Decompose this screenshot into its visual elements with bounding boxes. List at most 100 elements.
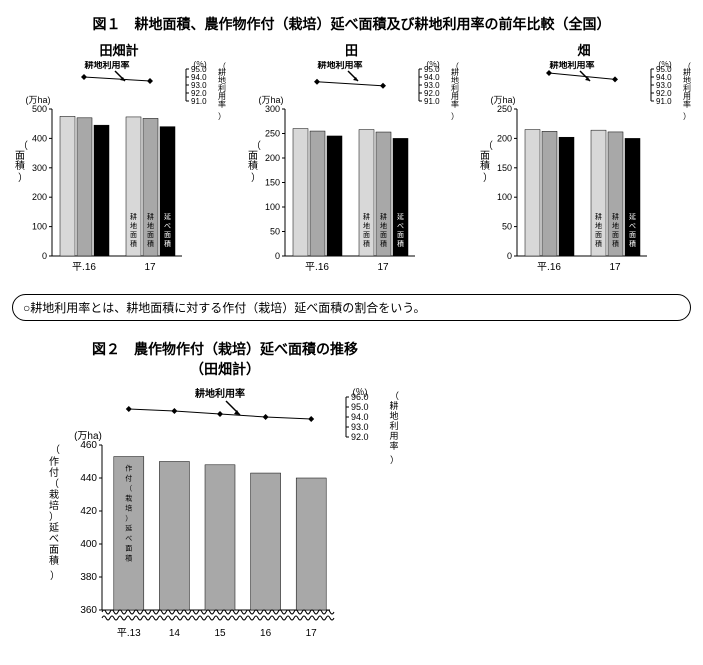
svg-text:（: （ — [483, 140, 493, 152]
svg-text:92.0: 92.0 — [351, 432, 369, 442]
svg-text:200: 200 — [264, 153, 279, 163]
svg-text:16: 16 — [260, 628, 272, 639]
svg-text:積: 積 — [248, 159, 258, 172]
svg-text:耕: 耕 — [130, 212, 137, 221]
svg-text:(％): (％) — [353, 387, 368, 397]
svg-text:14: 14 — [169, 628, 181, 639]
svg-text:（: （ — [683, 62, 691, 71]
chart-hata: 050100150200250(万ha)面積（）91.092.093.094.0… — [475, 61, 693, 286]
fig1-note: ○耕地利用率とは、耕地面積に対する作付（栽培）延べ面積の割合をいう。 — [12, 294, 691, 321]
svg-text:93.0: 93.0 — [656, 81, 672, 90]
svg-text:91.0: 91.0 — [191, 97, 207, 106]
svg-text:（: （ — [251, 140, 261, 152]
svg-text:積: 積 — [380, 239, 387, 248]
svg-text:17: 17 — [377, 262, 389, 273]
svg-text:積: 積 — [147, 239, 154, 248]
svg-text:91.0: 91.0 — [424, 97, 440, 106]
svg-text:作: 作 — [125, 464, 132, 473]
svg-text:100: 100 — [264, 202, 279, 212]
chart-ta: 050100150200250300(万ha)面積（）91.092.093.09… — [243, 61, 461, 286]
svg-text:積: 積 — [164, 239, 171, 248]
svg-text:面: 面 — [49, 545, 59, 556]
svg-text:93.0: 93.0 — [191, 81, 207, 90]
svg-text:べ: べ — [125, 535, 132, 543]
svg-text:地: 地 — [595, 221, 602, 230]
svg-text:）: ） — [683, 112, 691, 121]
svg-text:150: 150 — [264, 178, 279, 188]
svg-text:）: ） — [483, 172, 493, 184]
svg-text:積: 積 — [480, 159, 490, 172]
svg-text:94.0: 94.0 — [424, 73, 440, 82]
panel-hata: 畑 050100150200250(万ha)面積（）91.092.093.094… — [475, 40, 693, 286]
svg-text:べ: べ — [49, 534, 59, 545]
panel-ta: 田 050100150200250300(万ha)面積（）91.092.093.… — [243, 40, 461, 286]
svg-text:延: 延 — [49, 522, 59, 534]
svg-text:(％): (％) — [426, 61, 440, 69]
svg-text:（: （ — [451, 62, 459, 71]
svg-text:(％): (％) — [658, 61, 672, 69]
svg-text:）: ） — [125, 515, 132, 523]
svg-text:平.13: 平.13 — [117, 628, 141, 639]
svg-text:率: 率 — [451, 99, 459, 109]
svg-text:91.0: 91.0 — [656, 97, 672, 106]
svg-text:延: 延 — [397, 212, 404, 221]
svg-text:延: 延 — [164, 212, 171, 221]
svg-text:15: 15 — [214, 628, 226, 639]
svg-text:地: 地 — [363, 221, 370, 230]
svg-text:92.0: 92.0 — [656, 89, 672, 98]
svg-text:440: 440 — [80, 473, 97, 484]
svg-text:92.0: 92.0 — [424, 89, 440, 98]
svg-text:耕地利用率: 耕地利用率 — [549, 61, 594, 70]
svg-text:べ: べ — [397, 222, 404, 230]
svg-text:耕地利用率: 耕地利用率 — [84, 61, 129, 70]
svg-text:延: 延 — [125, 524, 132, 533]
fig2-title: 図２ 農作物作付（栽培）延べ面積の推移 （田畑計） — [40, 339, 410, 379]
svg-text:地: 地 — [147, 221, 154, 230]
svg-text:(万ha): (万ha) — [258, 95, 283, 105]
svg-text:）: ） — [218, 112, 226, 121]
svg-text:（: （ — [125, 485, 132, 493]
svg-text:420: 420 — [80, 506, 97, 517]
svg-text:0: 0 — [507, 251, 512, 261]
svg-text:面: 面 — [363, 231, 370, 239]
svg-text:積: 積 — [363, 239, 370, 248]
svg-text:積: 積 — [130, 239, 137, 248]
svg-text:耕: 耕 — [389, 400, 398, 411]
svg-text:300: 300 — [264, 104, 279, 114]
svg-text:地: 地 — [612, 221, 619, 230]
svg-text:93.0: 93.0 — [424, 81, 440, 90]
svg-text:培: 培 — [125, 504, 132, 513]
svg-text:耕: 耕 — [363, 212, 370, 221]
svg-text:平.16: 平.16 — [537, 262, 561, 273]
svg-text:50: 50 — [269, 227, 279, 237]
svg-text:200: 200 — [32, 192, 47, 202]
svg-text:利: 利 — [389, 420, 398, 431]
svg-text:耕地利用率: 耕地利用率 — [195, 387, 245, 400]
svg-text:（: （ — [390, 391, 399, 401]
svg-text:付: 付 — [125, 474, 132, 483]
svg-text:栽: 栽 — [49, 488, 59, 501]
svg-text:積: 積 — [612, 239, 619, 248]
fig1-panels: 田畑計 0100200300400500(万ha)面積（）91.092.093.… — [10, 40, 693, 286]
panel-ta-title: 田 — [243, 40, 461, 59]
svg-text:0: 0 — [42, 251, 47, 261]
svg-text:率: 率 — [683, 99, 691, 109]
svg-text:93.0: 93.0 — [351, 422, 369, 432]
svg-text:耕: 耕 — [147, 212, 154, 221]
panel-hata-title: 畑 — [475, 40, 693, 59]
svg-text:94.0: 94.0 — [191, 73, 207, 82]
svg-text:延: 延 — [629, 212, 636, 221]
svg-text:率: 率 — [218, 99, 226, 109]
svg-text:平.16: 平.16 — [305, 262, 329, 273]
svg-text:200: 200 — [497, 133, 512, 143]
svg-text:面: 面 — [397, 231, 404, 239]
svg-text:(万ha): (万ha) — [74, 431, 102, 442]
svg-text:17: 17 — [306, 628, 318, 639]
svg-text:（: （ — [49, 478, 59, 490]
svg-text:面: 面 — [612, 231, 619, 239]
svg-text:積: 積 — [49, 554, 59, 567]
panel-tabatake: 田畑計 0100200300400500(万ha)面積（）91.092.093.… — [10, 40, 228, 286]
svg-text:面: 面 — [164, 231, 171, 239]
svg-text:(万ha): (万ha) — [25, 95, 50, 105]
svg-text:(％): (％) — [193, 61, 207, 69]
